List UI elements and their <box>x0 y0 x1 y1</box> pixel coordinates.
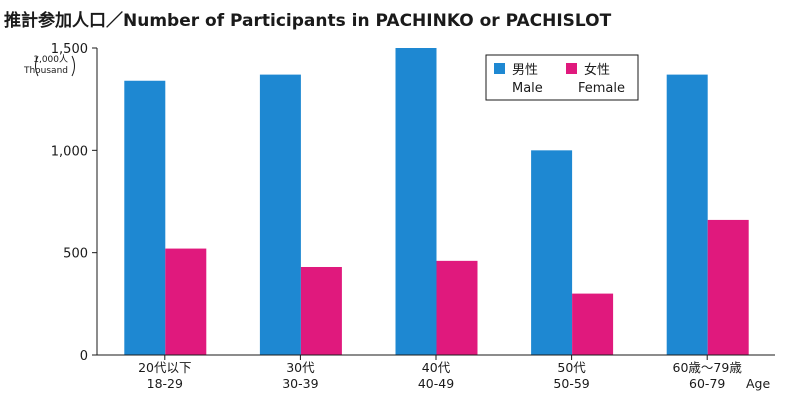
bar-female-3 <box>572 293 614 355</box>
bar-male-4 <box>666 74 708 356</box>
bar-female-4 <box>707 219 749 355</box>
x-tick-label: 40代 <box>422 360 451 375</box>
legend-box <box>485 54 639 101</box>
unit-paren-right <box>71 55 75 77</box>
legend: 男性 Male 女性 Female <box>485 54 639 101</box>
bar-male-3 <box>531 150 573 355</box>
chart-title: 推計参加人口／Number of Participants in PACHINK… <box>4 10 612 31</box>
bar-female-1 <box>300 266 342 355</box>
y-tick-label: 0 <box>80 349 88 364</box>
unit-label-line-2: Thousand <box>23 66 68 76</box>
x-axis-label: Age <box>746 376 770 391</box>
x-tick-label: 20代以下 <box>138 360 191 375</box>
legend-swatch-male <box>494 63 505 74</box>
y-tick-label: 1,000 <box>51 144 88 159</box>
x-tick-label: 60-79 <box>689 376 725 391</box>
bar-male-2 <box>395 48 437 355</box>
x-tick-label: 50代 <box>557 360 586 375</box>
x-tick-label: 50-59 <box>553 376 589 391</box>
bar-female-2 <box>436 260 478 355</box>
bar-female-0 <box>165 248 207 355</box>
x-tick-label: 30-39 <box>282 376 318 391</box>
x-tick-label: 30代 <box>286 360 315 375</box>
y-tick-label: 500 <box>63 247 88 262</box>
x-tick-label: 60歳～79歳 <box>673 360 743 375</box>
bars <box>124 48 749 356</box>
unit-paren-left <box>35 55 39 77</box>
legend-swatch-female <box>566 63 577 74</box>
legend-label-female-jp: 女性 <box>584 62 610 78</box>
legend-label-male-en: Male <box>512 81 543 96</box>
unit-label-line-1: 1,000人 <box>33 54 68 65</box>
legend-label-male-jp: 男性 <box>512 63 538 78</box>
x-tick-label: 40-49 <box>418 376 454 391</box>
bar-male-0 <box>124 80 166 355</box>
x-tick-label: 18-29 <box>147 376 183 391</box>
y-axis-ticks: 0 500 1,000 1,500 <box>51 42 97 364</box>
legend-label-female-en: Female <box>578 81 625 96</box>
y-tick-label: 1,500 <box>51 42 88 57</box>
bar-male-1 <box>259 74 301 356</box>
